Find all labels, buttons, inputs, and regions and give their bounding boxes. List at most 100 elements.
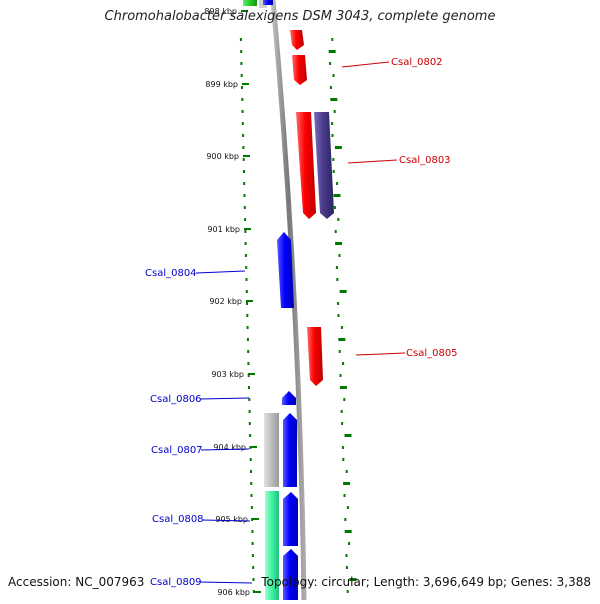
leader-csal-0808 — [201, 519, 251, 522]
gc-tick — [331, 134, 334, 137]
scale-ticks: 898 kbp 899 kbp 900 kbp 901 kbp 902 kbp 903 k… — [204, 7, 261, 597]
gc-tick — [335, 266, 338, 269]
gc-tick — [332, 158, 335, 161]
gc-tick — [334, 146, 342, 149]
genome-summary: Topology: circular; Length: 3,696,649 bp… — [261, 575, 591, 589]
scale-tick-label: 901 kbp — [207, 225, 240, 234]
gc-tick — [247, 362, 250, 365]
gc-tick — [333, 110, 336, 113]
gc-tick — [339, 386, 347, 389]
gc-tick — [338, 350, 341, 353]
scale-tick-label: 903 kbp — [211, 370, 244, 379]
gc-tick — [242, 134, 245, 137]
gc-tick — [241, 122, 244, 125]
gc-tick — [241, 86, 243, 89]
gc-tick — [337, 314, 340, 317]
gene-label-csal-0804[interactable]: Csal_0804 — [145, 268, 197, 279]
gc-tick — [248, 422, 251, 425]
gene-label-csal-0802[interactable]: Csal_0802 — [391, 57, 443, 68]
gc-tick — [250, 482, 253, 485]
gc-tick — [243, 170, 245, 173]
genome-backbone — [270, 0, 307, 601]
leader-csal-0804 — [195, 270, 246, 274]
gene-label-csal-0806[interactable]: Csal_0806 — [150, 394, 202, 405]
gc-tick — [344, 530, 352, 533]
scale-tick-label: 905 kbp — [215, 515, 248, 524]
cds-feature-csal-0806 — [282, 391, 296, 405]
gc-tick — [252, 566, 255, 569]
gc-tick — [246, 338, 249, 341]
gc-tick — [330, 98, 338, 101]
gc-tick — [331, 38, 334, 41]
accession-info: Accession: NC_007963 — [8, 575, 145, 589]
gc-tick — [244, 242, 247, 245]
gene-label-csal-0803[interactable]: Csal_0803 — [399, 155, 451, 166]
gc-tick — [341, 422, 344, 425]
gc-tick — [340, 326, 343, 329]
leader-csal-0803 — [347, 159, 398, 164]
gene-label-csal-0809[interactable]: Csal_0809 — [150, 577, 202, 588]
gc-tick — [342, 458, 345, 461]
gc-tick — [332, 170, 335, 173]
gc-tick — [244, 218, 247, 221]
gc-tick — [332, 74, 335, 77]
cds-feature-csal-0807 — [283, 413, 297, 487]
cds-feature-csal-0807-grey — [264, 413, 279, 487]
gc-tick — [336, 278, 339, 281]
cds-feature-csal-0803 — [296, 112, 316, 219]
scale-tick-label: 898 kbp — [204, 7, 237, 16]
gc-tick — [334, 230, 337, 233]
gc-tick — [349, 578, 357, 581]
gc-tick — [333, 206, 336, 209]
leader-csal-0806 — [199, 397, 250, 400]
gc-tick — [339, 374, 342, 377]
scale-tick-label: 902 kbp — [209, 297, 242, 306]
gc-tick — [344, 434, 352, 437]
leader-csal-0807 — [200, 448, 250, 451]
gc-tick — [247, 350, 250, 353]
gc-tick — [338, 254, 341, 257]
cds-feature-csal-0809 — [283, 549, 298, 600]
scale-tick-label: 899 kbp — [205, 80, 238, 89]
gc-tick — [252, 590, 255, 593]
gc-tick — [245, 278, 248, 281]
cds-feature-blue-top — [263, 0, 273, 5]
gc-tick — [251, 542, 254, 545]
cds-feature-csal-0802 — [292, 55, 307, 85]
gc-tick — [340, 410, 343, 413]
cds-feature-csal-0803b — [314, 112, 334, 219]
gene-label-csal-0808[interactable]: Csal_0808 — [152, 514, 204, 525]
leader-csal-0809 — [199, 581, 253, 584]
gc-tick — [249, 434, 252, 437]
gc-tick — [346, 590, 349, 593]
gc-tick — [244, 230, 247, 233]
gc-tick — [335, 242, 343, 245]
gc-tick — [239, 38, 242, 41]
gc-content-ticks — [239, 38, 357, 593]
gc-tick — [341, 446, 344, 449]
gc-tick — [246, 326, 249, 329]
gc-tick — [344, 518, 347, 521]
gc-tick — [240, 62, 243, 65]
gene-label-csal-0805[interactable]: Csal_0805 — [406, 348, 458, 359]
gc-tick — [328, 50, 336, 53]
cds-feature-csal-0805 — [307, 327, 323, 386]
gc-tick — [338, 338, 346, 341]
gc-tick — [241, 98, 244, 101]
gc-tick — [252, 578, 255, 581]
gc-tick — [348, 542, 351, 545]
gc-tick — [249, 458, 252, 461]
gc-tick — [336, 182, 339, 185]
gc-tick — [247, 374, 250, 377]
leader-csal-0802 — [341, 61, 390, 68]
gene-label-leaders — [195, 61, 406, 584]
gc-tick — [240, 74, 243, 77]
gc-tick — [343, 494, 346, 497]
scale-tick-label: 900 kbp — [206, 152, 239, 161]
map-title: Chromohalobacter salexigens DSM 3043, co… — [104, 9, 496, 24]
gene-labels: Csal_0802 Csal_0803 Csal_0804 Csal_0805 … — [145, 57, 458, 588]
gc-tick — [248, 386, 250, 389]
gc-tick — [339, 290, 347, 293]
gene-label-csal-0807[interactable]: Csal_0807 — [151, 445, 203, 456]
